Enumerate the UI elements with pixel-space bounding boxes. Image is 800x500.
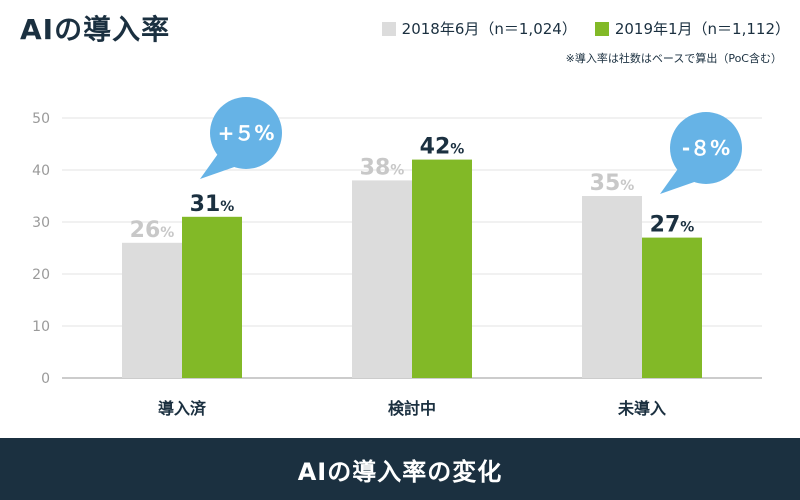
y-tick-label: 10 [32,319,50,335]
y-tick-label: 40 [32,163,50,179]
data-label: 38% [360,155,405,180]
annotation-bubble-circle [670,112,742,184]
y-tick-label: 50 [32,111,50,127]
legend-swatch-2018 [381,21,396,36]
data-label: 42% [420,135,465,160]
data-label: 27% [650,213,695,238]
annotation-text: +５% [218,121,275,145]
data-label: 35% [590,171,635,196]
legend-label-2019: 2019年1月（n＝1,112） [614,20,790,38]
y-tick-label: 0 [41,371,50,387]
footer-banner: AIの導入率の変化 [0,438,800,500]
legend: 2018年6月（n＝1,024） 2019年1月（n＝1,112） [300,18,790,39]
bar [642,237,702,378]
bar [352,180,412,378]
chart-note: ※導入率は社数はベースで算出（PoC含む） [565,52,782,65]
annotation-bubble: +５% [200,97,282,179]
annotation-bubble-circle [210,97,282,169]
legend-item-2019: 2019年1月（n＝1,112） [594,18,790,39]
category-label: 未導入 [617,399,666,418]
data-label: 31% [190,192,235,217]
legend-label-2018: 2018年6月（n＝1,024） [401,20,577,38]
bar [582,196,642,378]
chart-title: AIの導入率 [20,13,171,46]
y-tick-label: 20 [32,267,50,283]
data-label: 26% [130,218,175,243]
bar [122,242,182,378]
legend-item-2018: 2018年6月（n＝1,024） [381,18,577,39]
legend-swatch-2019 [594,21,609,36]
category-label: 導入済 [158,399,207,418]
category-label: 検討中 [388,399,436,418]
annotation-text: -８% [682,136,730,160]
bar [412,159,472,378]
annotation-bubble: -８% [660,112,742,194]
bar [182,216,242,378]
y-tick-label: 30 [32,215,50,231]
bar-chart: 0 10 20 30 40 50 26% 38% 35% 31% 42% 27% 導入済 検討中 未導入 +５… [32,97,762,418]
